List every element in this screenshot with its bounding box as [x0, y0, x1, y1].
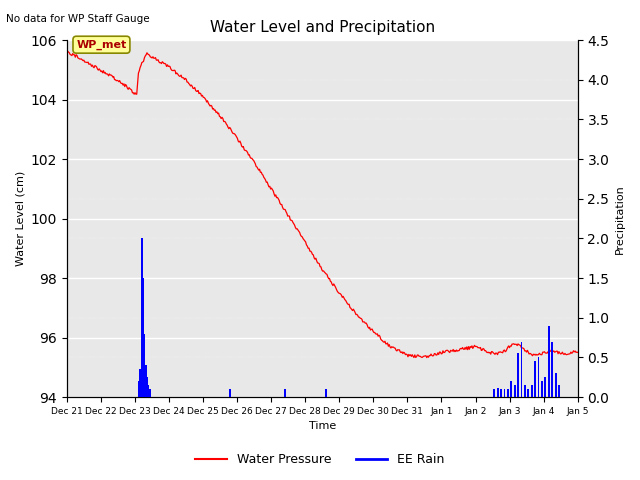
Bar: [148, 385, 150, 397]
Bar: [504, 389, 506, 397]
Bar: [145, 365, 147, 397]
Bar: [545, 377, 547, 397]
Bar: [324, 389, 326, 397]
Bar: [493, 389, 495, 397]
Bar: [143, 334, 145, 397]
Bar: [507, 389, 509, 397]
Legend: Water Pressure, EE Rain: Water Pressure, EE Rain: [190, 448, 450, 471]
Bar: [284, 389, 285, 397]
Bar: [497, 388, 499, 397]
Text: WP_met: WP_met: [76, 39, 127, 50]
Bar: [510, 381, 512, 397]
Bar: [527, 389, 529, 397]
Bar: [500, 389, 502, 397]
Title: Water Level and Precipitation: Water Level and Precipitation: [210, 20, 435, 35]
Bar: [534, 361, 536, 397]
Bar: [142, 278, 144, 397]
Bar: [548, 326, 550, 397]
X-axis label: Time: Time: [308, 421, 336, 432]
Y-axis label: Water Level (cm): Water Level (cm): [15, 171, 25, 266]
Bar: [229, 389, 231, 397]
Bar: [149, 389, 151, 397]
Bar: [558, 385, 560, 397]
Bar: [138, 381, 140, 397]
Bar: [555, 373, 557, 397]
Bar: [146, 377, 148, 397]
Bar: [524, 385, 526, 397]
Bar: [541, 381, 543, 397]
Bar: [551, 342, 553, 397]
Bar: [141, 239, 143, 397]
Y-axis label: Precipitation: Precipitation: [615, 184, 625, 253]
Bar: [531, 385, 532, 397]
Text: No data for WP Staff Gauge: No data for WP Staff Gauge: [6, 14, 150, 24]
Bar: [520, 342, 522, 397]
Bar: [140, 369, 141, 397]
Bar: [514, 385, 516, 397]
Bar: [517, 353, 519, 397]
Bar: [538, 358, 540, 397]
